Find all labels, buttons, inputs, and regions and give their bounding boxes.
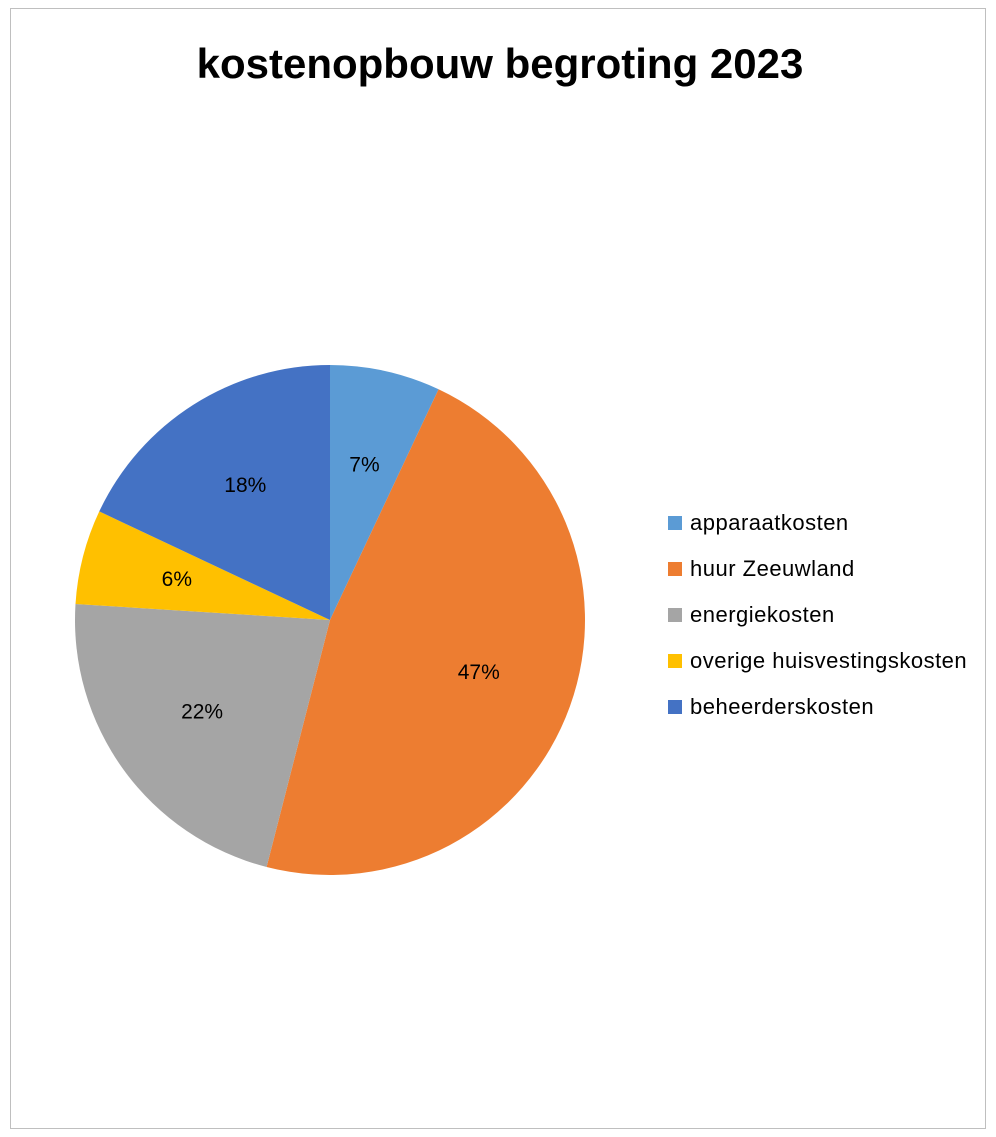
pie-slice-4 bbox=[75, 511, 331, 620]
legend-item: apparaatkosten bbox=[668, 508, 967, 538]
data-label-3: 22% bbox=[181, 700, 223, 723]
legend: apparaatkosten huur Zeeuwland energiekoste… bbox=[668, 508, 967, 738]
data-label-5: 18% bbox=[224, 474, 266, 497]
pie-slice-5 bbox=[99, 365, 330, 620]
legend-label: huur Zeeuwland bbox=[690, 556, 855, 581]
legend-label: overige huisvestingskosten bbox=[690, 648, 968, 673]
data-label-2: 47% bbox=[458, 661, 500, 684]
legend-label: energiekosten bbox=[690, 602, 835, 627]
legend-swatch bbox=[668, 516, 682, 530]
chart-title: kostenopbouw begroting 2023 bbox=[196, 40, 804, 87]
pie-slice-2 bbox=[266, 389, 586, 876]
legend-label: apparaatkosten bbox=[690, 510, 849, 535]
legend-item: energiekosten bbox=[668, 600, 967, 630]
legend-item: overige huisvestingskosten bbox=[668, 646, 967, 676]
pie-slices bbox=[74, 365, 586, 876]
pie-slice-3 bbox=[74, 603, 331, 867]
legend-swatch bbox=[668, 654, 682, 668]
pie-slice-1 bbox=[330, 365, 439, 620]
legend-label: beheerderskosten bbox=[690, 694, 875, 719]
legend-item: huur Zeeuwland bbox=[668, 554, 967, 584]
legend-swatch bbox=[668, 562, 682, 576]
legend-item: beheerderskosten bbox=[668, 692, 967, 722]
legend-swatch bbox=[668, 700, 682, 714]
data-label-1: 7% bbox=[349, 453, 379, 476]
data-label-4: 6% bbox=[162, 568, 192, 591]
pie-data-labels: 7% 47% 22% 6% 18% bbox=[162, 453, 500, 723]
legend-swatch bbox=[668, 608, 682, 622]
